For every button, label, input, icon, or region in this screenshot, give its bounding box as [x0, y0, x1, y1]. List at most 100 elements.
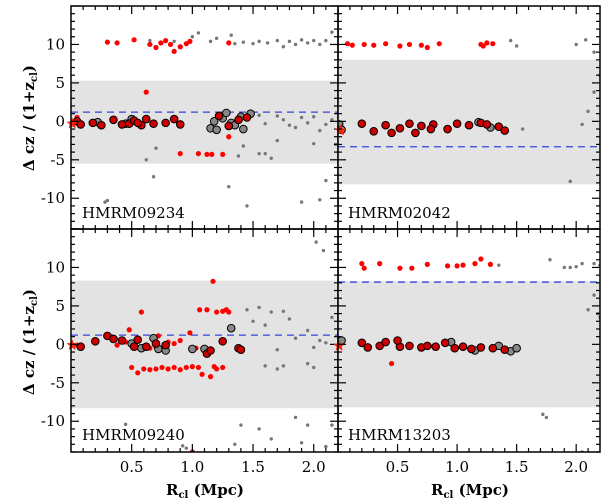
nonmember-point	[275, 114, 280, 118]
ringed-member-point	[169, 114, 179, 124]
grey-ringed-point	[209, 117, 219, 126]
member-point	[344, 41, 351, 47]
member-point	[361, 265, 367, 271]
nonmember-point	[514, 44, 519, 48]
member-point	[214, 366, 220, 372]
member-point	[171, 340, 177, 347]
panel-top-left: 10 5 0 -5 -10 HMRM09234	[41, 5, 339, 230]
nonmember-point	[318, 42, 322, 47]
ringed-member-point	[117, 336, 127, 345]
member-point	[171, 48, 177, 54]
x-tick-label: 0.5	[386, 458, 410, 476]
nonmember-point	[241, 144, 246, 148]
ringed-member-point	[464, 120, 474, 130]
nonmember-point	[548, 258, 552, 262]
ringed-member-point	[224, 121, 234, 131]
nonmember-point	[287, 123, 292, 127]
member-point	[490, 41, 496, 47]
x-axis-title-right: Rcl (Mpc)	[431, 481, 509, 499]
nonmember-point	[263, 323, 267, 327]
member-point	[444, 263, 451, 269]
panel-label-top-left: HMRM09234	[82, 204, 185, 222]
nonmember-point	[269, 437, 273, 441]
nonmember-point	[305, 121, 310, 125]
grey-ringed-point	[222, 108, 231, 118]
member-point	[223, 307, 229, 313]
ringed-member-point	[234, 115, 243, 125]
member-point	[171, 364, 177, 371]
x-tick-label: 1.0	[445, 458, 469, 476]
ringed-member-point	[426, 124, 436, 134]
ringed-member-point	[109, 115, 118, 125]
member-point	[204, 151, 210, 158]
member-point	[159, 364, 165, 371]
ringed-member-point	[161, 118, 170, 128]
ringed-member-point	[431, 342, 440, 351]
nonmember-point	[312, 38, 316, 43]
nonmember-point	[330, 30, 334, 34]
nonmember-point	[318, 338, 322, 343]
y-tick-label: 10	[46, 35, 65, 53]
y-tick-label: -10	[41, 189, 65, 207]
grey-ringed-point	[212, 125, 221, 135]
ringed-member-point	[405, 119, 414, 128]
member-point	[195, 364, 202, 371]
nonmember-point	[318, 128, 322, 133]
y-tick-label: 0	[55, 335, 65, 353]
ringed-member-point	[236, 345, 246, 355]
member-point	[114, 40, 120, 46]
member-point	[147, 367, 153, 373]
member-point	[472, 261, 478, 267]
grey-ringed-point	[188, 344, 197, 354]
x-axis-title-left: Rcl (Mpc)	[166, 481, 244, 499]
nonmember-point	[281, 364, 286, 368]
nonmember-point	[574, 264, 578, 269]
nonmember-point	[293, 125, 298, 130]
ringed-member-point	[467, 344, 476, 354]
ringed-member-point	[417, 121, 426, 131]
nonmember-point	[269, 310, 273, 314]
member-point	[177, 44, 183, 50]
y-tick-label: 5	[55, 74, 65, 92]
ringed-member-point	[141, 342, 151, 351]
member-point	[210, 278, 216, 284]
plot-area	[71, 30, 338, 208]
ringed-member-point	[76, 120, 86, 129]
nonmember-point	[281, 118, 286, 122]
nonmember-point	[281, 45, 286, 49]
ringed-member-point	[242, 113, 252, 122]
member-point	[383, 41, 389, 47]
member-point	[478, 256, 484, 262]
ringed-member-point	[452, 119, 462, 128]
member-point	[424, 44, 430, 51]
panel-bottom-right: 0.5 1.0 1.5 2.0 HMRM13203	[333, 228, 601, 476]
ringed-member-point	[450, 343, 460, 353]
nonmember-point	[275, 38, 280, 43]
nonmember-point	[305, 361, 310, 366]
nonmember-point	[592, 90, 596, 94]
nonmember-point	[584, 38, 588, 42]
x-tick-label: 1.0	[180, 458, 204, 476]
member-point	[158, 40, 164, 46]
ringed-member-point	[405, 341, 414, 351]
ringed-member-point	[151, 339, 161, 348]
nonmember-point	[520, 127, 525, 131]
ringed-member-point	[133, 335, 143, 345]
nonmember-point	[227, 185, 231, 189]
ringed-member-point	[357, 119, 367, 128]
nonmember-point	[574, 42, 578, 47]
nonmember-point	[233, 41, 237, 46]
nonmember-point	[299, 200, 304, 204]
member-point	[409, 265, 415, 271]
grey-ringed-point	[512, 343, 521, 353]
nonmember-point	[265, 41, 270, 45]
member-point	[460, 262, 466, 268]
y-tick-label: 10	[46, 258, 65, 276]
member-point	[214, 309, 220, 315]
nonmember-point	[508, 38, 513, 43]
nonmember-point	[263, 151, 267, 156]
member-point	[129, 364, 135, 371]
nonmember-point	[324, 444, 328, 449]
nonmember-point	[324, 122, 328, 127]
nonmember-point	[324, 178, 328, 183]
